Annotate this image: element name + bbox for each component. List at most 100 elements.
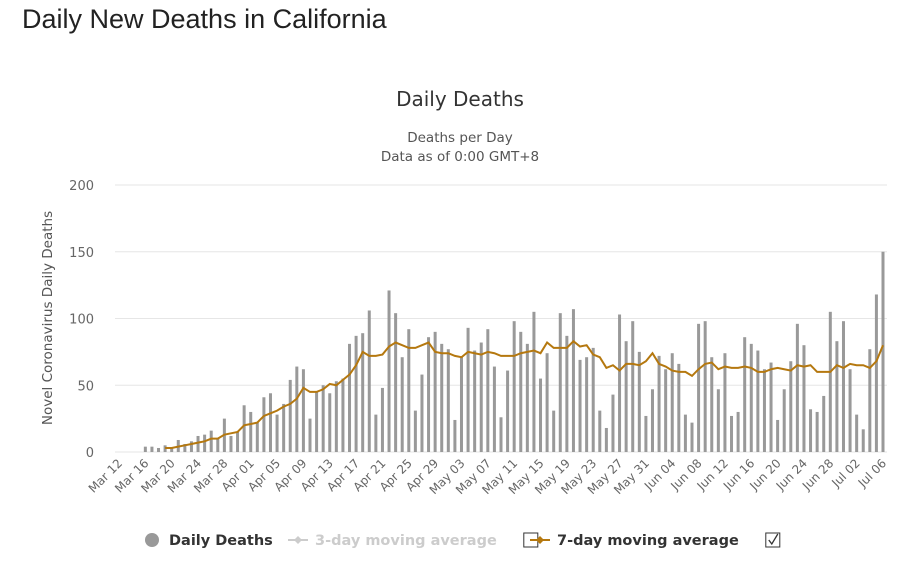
bar [209,430,213,452]
bar [341,378,345,452]
page-title: Daily New Deaths in California [22,4,387,34]
chart-title: Daily Deaths [396,87,524,111]
bar [631,321,635,452]
bar [532,311,536,452]
bar [427,337,431,452]
bar [440,343,444,452]
bar [282,403,286,452]
bar [361,333,365,452]
legend-marker[interactable] [536,536,544,544]
bar [519,331,523,452]
bar [499,417,503,452]
legend-marker[interactable] [145,533,159,547]
bar [776,419,780,452]
bar [380,387,384,452]
bar [348,343,352,452]
bar [216,438,220,452]
bar [387,290,391,452]
bar [203,434,207,452]
bar [539,378,543,452]
bar [400,357,404,452]
bar [723,353,727,452]
bar [262,397,266,452]
bar [334,381,338,452]
x-tick-label: Jul 06 [855,456,889,490]
bar [308,418,312,452]
bar [512,321,516,452]
y-tick-label: 50 [77,379,94,394]
bar [354,335,358,452]
bar [822,395,826,452]
bar [321,385,325,452]
bar [710,357,714,452]
bar [855,414,859,452]
bar [446,349,450,452]
bar [690,422,694,452]
bar [525,343,529,452]
bar [394,313,398,452]
bar [789,361,793,452]
bar [545,353,549,452]
bar [255,422,259,452]
bar [598,410,602,452]
bar [453,419,457,452]
bar [413,410,417,452]
bar [268,393,272,452]
bar [730,415,734,452]
bar [736,411,740,452]
checkmark [768,533,779,546]
bar [802,345,806,452]
bar [367,310,371,452]
bar [433,331,437,452]
legend-label[interactable]: Daily Deaths [169,533,273,549]
bar [848,369,852,452]
chart-subtitle: Data as of 0:00 GMT+8 [381,149,539,165]
bar [466,327,470,452]
bar [301,369,305,452]
bar [835,341,839,452]
bar [486,329,490,452]
bar [407,329,411,452]
bar [670,353,674,452]
bar [828,311,832,452]
bar [585,357,589,452]
bar [743,337,747,452]
bar [657,355,661,452]
bar [677,363,681,452]
bar [295,366,299,452]
bar [815,411,819,452]
bar [374,414,378,452]
bar [492,366,496,452]
bar [565,335,569,452]
bar [756,350,760,452]
bar [762,369,766,452]
bar [683,414,687,452]
bar [249,411,253,452]
bar [703,321,707,452]
legend-label[interactable]: 7-day moving average [557,533,739,549]
bar [473,350,477,452]
x-tick-label: Jul 02 [828,456,862,490]
bar [170,447,174,452]
bar [809,409,813,452]
bar [571,309,575,452]
bar [459,357,463,452]
bar [552,410,556,452]
bar [288,379,292,452]
bar [664,369,668,452]
bar [157,447,161,452]
legend-marker[interactable] [294,536,302,544]
bar [795,323,799,452]
bar [716,389,720,452]
y-tick-label: 100 [69,313,94,328]
bar [315,391,319,452]
bar [506,370,510,452]
bar [143,446,147,452]
bar [591,347,595,452]
line [165,339,884,449]
bar [328,393,332,452]
legend-label[interactable]: 3-day moving average [315,533,497,549]
bar [604,427,608,452]
y-tick-label: 0 [86,446,94,461]
